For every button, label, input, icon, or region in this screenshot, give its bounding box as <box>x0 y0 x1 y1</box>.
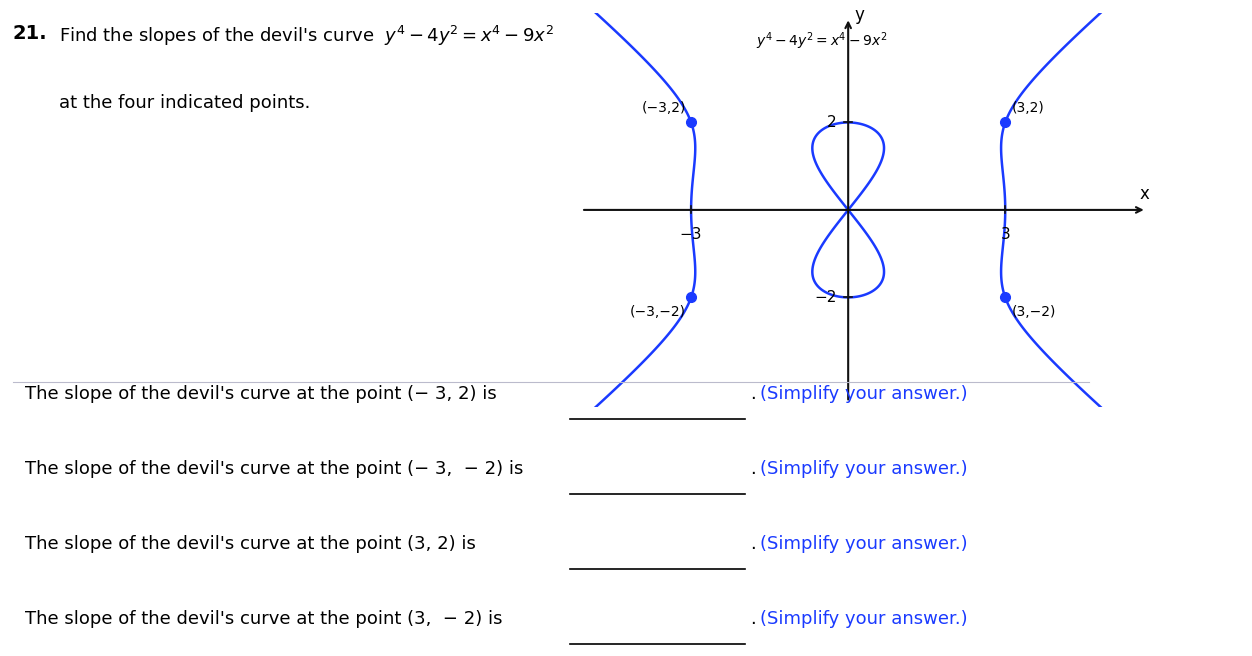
Text: 21.: 21. <box>13 24 48 43</box>
Text: y: y <box>855 6 865 24</box>
Text: Find the slopes of the devil's curve  $y^4 - 4y^2 = x^4 - 9x^2$: Find the slopes of the devil's curve $y^… <box>59 24 553 49</box>
Text: The slope of the devil's curve at the point (− 3, 2) is: The slope of the devil's curve at the po… <box>25 384 497 403</box>
Text: (3,2): (3,2) <box>1012 100 1044 115</box>
Text: (Simplify your answer.): (Simplify your answer.) <box>760 535 968 553</box>
Text: (−3,2): (−3,2) <box>641 100 686 115</box>
Text: 3: 3 <box>1000 226 1010 241</box>
Text: The slope of the devil's curve at the point (3, 2) is: The slope of the devil's curve at the po… <box>25 535 476 553</box>
Text: .: . <box>750 535 756 553</box>
Text: (−3,−2): (−3,−2) <box>630 305 686 319</box>
Text: −2: −2 <box>814 290 836 305</box>
Text: The slope of the devil's curve at the point (− 3,  − 2) is: The slope of the devil's curve at the po… <box>25 460 523 478</box>
Text: −3: −3 <box>680 226 702 241</box>
Text: at the four indicated points.: at the four indicated points. <box>59 94 310 112</box>
Text: .: . <box>750 610 756 628</box>
Text: (Simplify your answer.): (Simplify your answer.) <box>760 610 968 628</box>
Text: 2: 2 <box>828 115 836 130</box>
Text: (Simplify your answer.): (Simplify your answer.) <box>760 384 968 403</box>
Text: (Simplify your answer.): (Simplify your answer.) <box>760 460 968 478</box>
Text: x: x <box>1139 185 1149 203</box>
Text: .: . <box>750 384 756 403</box>
Text: The slope of the devil's curve at the point (3,  − 2) is: The slope of the devil's curve at the po… <box>25 610 502 628</box>
Text: .: . <box>750 460 756 478</box>
Text: $y^4 - 4y^2 = x^4 - 9x^2$: $y^4 - 4y^2 = x^4 - 9x^2$ <box>756 31 888 52</box>
Text: (3,−2): (3,−2) <box>1012 305 1055 319</box>
